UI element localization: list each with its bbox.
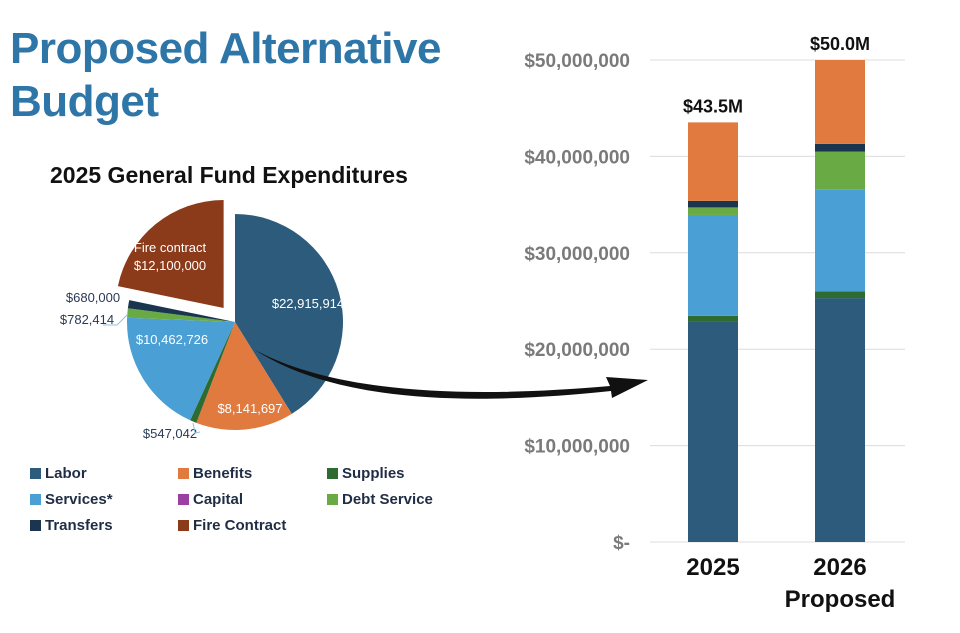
- legend-item: Transfers: [30, 517, 113, 534]
- bar-segment-transfers: [815, 143, 865, 152]
- bar-segment-labor: [815, 298, 865, 542]
- x-category-label: Proposed: [785, 586, 896, 613]
- y-tick-label: $50,000,000: [524, 51, 630, 72]
- legend-item: Debt Service: [327, 491, 433, 508]
- legend-item: Benefits: [178, 465, 252, 482]
- y-tick-label: $-: [613, 533, 630, 554]
- bar-segment-debt-service: [688, 207, 738, 215]
- legend-swatch: [327, 494, 338, 505]
- pie-slice-services-: [127, 317, 235, 421]
- pie-slice-benefits: [196, 322, 292, 430]
- legend-item: Fire Contract: [178, 517, 286, 534]
- legend-label: Benefits: [193, 465, 253, 482]
- legend-item: Services*: [30, 491, 113, 508]
- x-category-label: 2025: [686, 554, 739, 581]
- legend-label: Services*: [45, 491, 113, 508]
- pie-data-label: $782,414: [60, 312, 114, 327]
- leader-line: [192, 422, 201, 434]
- y-tick-label: $30,000,000: [524, 244, 630, 265]
- legend-swatch: [30, 468, 41, 479]
- pie-slice-debt-service: [127, 308, 235, 322]
- pie-slice-transfers: [127, 300, 235, 322]
- legend-item: Capital: [178, 491, 243, 508]
- pie-label-name: Fire contract: [134, 240, 207, 255]
- legend-swatch: [178, 520, 189, 531]
- legend-swatch: [178, 468, 189, 479]
- bar-segment-services-: [688, 214, 738, 316]
- title-line-2: Budget: [10, 77, 159, 126]
- pie-data-label: $547,042: [143, 426, 197, 441]
- legend-swatch: [30, 520, 41, 531]
- bar-segment-transfers: [688, 200, 738, 208]
- arrow-icon: [255, 350, 648, 399]
- pie-data-label: $8,141,697: [217, 401, 282, 416]
- pie-slice-fire-contract: [117, 200, 224, 309]
- bar-total-label: $43.5M: [683, 96, 743, 116]
- bar-segment-debt-service: [815, 151, 865, 190]
- legend-item: Supplies: [327, 465, 405, 482]
- pie-data-label: $680,000: [66, 290, 120, 305]
- legend-swatch: [178, 494, 189, 505]
- slide-title: Proposed Alternative Budget: [10, 22, 441, 128]
- pie-chart-title: 2025 General Fund Expenditures: [50, 162, 408, 188]
- y-tick-label: $20,000,000: [524, 340, 630, 361]
- title-line-1: Proposed Alternative: [10, 24, 441, 73]
- y-tick-label: $10,000,000: [524, 437, 630, 458]
- legend-swatch: [30, 494, 41, 505]
- legend-label: Supplies: [342, 465, 405, 482]
- pie-data-label: $22,915,914: [272, 296, 344, 311]
- x-category-label: 2026: [813, 554, 866, 581]
- legend-label: Labor: [45, 465, 87, 482]
- legend-label: Debt Service: [342, 491, 433, 508]
- bar-segment-benefits: [815, 60, 865, 144]
- pie-data-label: $12,100,000: [134, 258, 206, 273]
- legend-item: Labor: [30, 465, 87, 482]
- legend-label: Fire Contract: [193, 517, 287, 534]
- pie-slice-supplies: [190, 322, 235, 423]
- bar-segment-benefits: [688, 122, 738, 201]
- pie-data-label: $10,462,726: [136, 332, 208, 347]
- leader-line: [103, 313, 129, 326]
- bar-total-label: $50.0M: [810, 34, 870, 54]
- bar-segment-supplies: [815, 291, 865, 299]
- bar-segment-supplies: [688, 315, 738, 322]
- bar-segment-services-: [815, 189, 865, 292]
- legend-label: Transfers: [45, 517, 113, 534]
- y-tick-label: $40,000,000: [524, 147, 630, 168]
- legend-label: Capital: [193, 491, 244, 508]
- legend-swatch: [327, 468, 338, 479]
- bar-segment-labor: [688, 321, 738, 542]
- pie-slice-labor: [235, 214, 343, 414]
